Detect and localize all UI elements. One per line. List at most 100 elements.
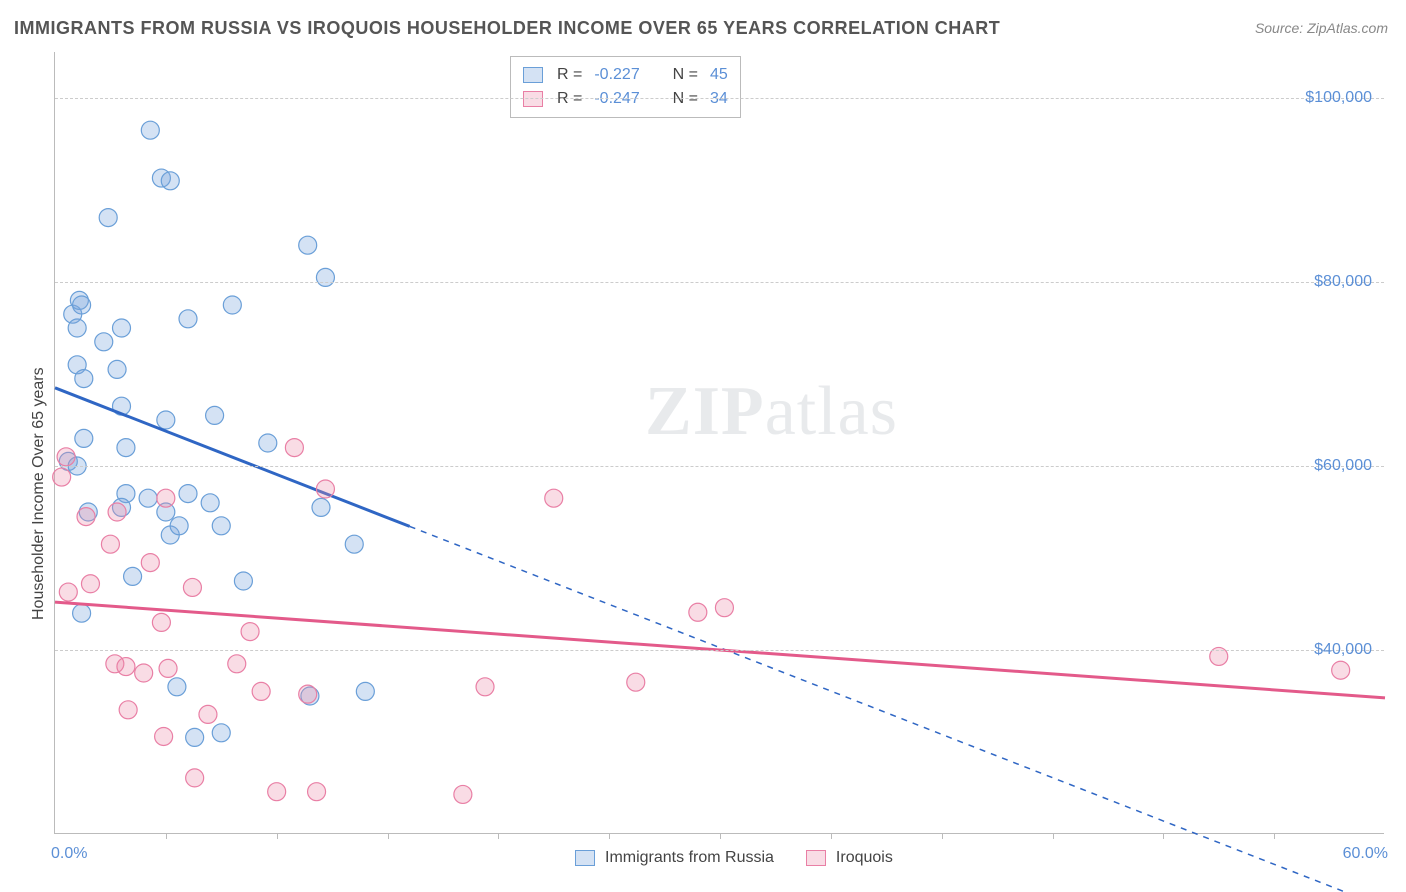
legend-series: Immigrants from RussiaIroquois — [575, 849, 915, 867]
legend-swatch — [806, 850, 826, 866]
data-point — [168, 678, 186, 696]
data-point — [124, 567, 142, 585]
data-point — [454, 785, 472, 803]
data-point — [95, 333, 113, 351]
data-point — [179, 485, 197, 503]
data-point — [212, 724, 230, 742]
data-point — [268, 783, 286, 801]
data-point — [715, 599, 733, 617]
data-point — [241, 623, 259, 641]
data-point — [627, 673, 645, 691]
data-point — [316, 480, 334, 498]
data-point — [141, 121, 159, 139]
data-point — [228, 655, 246, 673]
x-tick — [166, 833, 167, 839]
legend-r-label: R = — [553, 63, 584, 87]
x-tick — [1274, 833, 1275, 839]
x-start-label: 0.0% — [51, 845, 87, 863]
data-point — [135, 664, 153, 682]
data-point — [119, 701, 137, 719]
legend-n-value: 45 — [710, 63, 728, 87]
data-point — [101, 535, 119, 553]
data-point — [201, 494, 219, 512]
x-tick — [1163, 833, 1164, 839]
y-tick-label: $80,000 — [1314, 273, 1372, 291]
data-point — [99, 209, 117, 227]
data-point — [139, 489, 157, 507]
y-tick-label: $100,000 — [1305, 89, 1372, 107]
data-point — [476, 678, 494, 696]
gridline — [55, 466, 1384, 467]
x-tick — [1053, 833, 1054, 839]
legend-series-name: Iroquois — [836, 849, 893, 867]
legend-swatch — [523, 91, 543, 107]
data-point — [53, 468, 71, 486]
legend-swatch — [523, 67, 543, 83]
data-point — [117, 658, 135, 676]
data-point — [68, 319, 86, 337]
data-point — [179, 310, 197, 328]
data-point — [75, 429, 93, 447]
legend-r-label: R = — [553, 87, 584, 111]
data-point — [308, 783, 326, 801]
data-point — [316, 268, 334, 286]
data-point — [170, 517, 188, 535]
gridline — [55, 98, 1384, 99]
chart-title: IMMIGRANTS FROM RUSSIA VS IROQUOIS HOUSE… — [14, 18, 1000, 39]
data-point — [252, 682, 270, 700]
x-tick — [831, 833, 832, 839]
data-point — [77, 508, 95, 526]
data-point — [59, 583, 77, 601]
x-tick — [388, 833, 389, 839]
data-point — [183, 578, 201, 596]
data-point — [108, 503, 126, 521]
gridline — [55, 282, 1384, 283]
data-point — [285, 439, 303, 457]
data-point — [81, 575, 99, 593]
data-point — [155, 727, 173, 745]
x-tick — [277, 833, 278, 839]
legend-n-label: N = — [669, 87, 700, 111]
data-point — [161, 172, 179, 190]
data-point — [345, 535, 363, 553]
y-axis-title: Householder Income Over 65 years — [30, 367, 48, 620]
data-point — [234, 572, 252, 590]
scatter-svg — [55, 52, 1385, 834]
x-tick — [609, 833, 610, 839]
legend-swatch — [575, 850, 595, 866]
data-point — [223, 296, 241, 314]
source-attribution: Source: ZipAtlas.com — [1255, 20, 1388, 36]
data-point — [186, 728, 204, 746]
data-point — [199, 705, 217, 723]
data-point — [299, 685, 317, 703]
trend-line-extrapolated — [410, 526, 1385, 892]
legend-correlation-row: R = -0.247 N = 34 — [523, 87, 728, 111]
data-point — [75, 370, 93, 388]
x-tick — [498, 833, 499, 839]
data-point — [108, 360, 126, 378]
gridline — [55, 650, 1384, 651]
data-point — [152, 613, 170, 631]
legend-r-value: -0.227 — [594, 63, 639, 87]
data-point — [689, 603, 707, 621]
x-tick — [942, 833, 943, 839]
legend-r-value: -0.247 — [594, 87, 639, 111]
trend-line — [55, 388, 410, 527]
data-point — [299, 236, 317, 254]
data-point — [312, 498, 330, 516]
legend-correlation-row: R = -0.227 N = 45 — [523, 63, 728, 87]
data-point — [57, 448, 75, 466]
data-point — [186, 769, 204, 787]
data-point — [141, 554, 159, 572]
y-tick-label: $60,000 — [1314, 457, 1372, 475]
plot-area: ZIPatlas R = -0.227 N = 45R = -0.247 N =… — [54, 52, 1384, 834]
data-point — [1332, 661, 1350, 679]
data-point — [545, 489, 563, 507]
data-point — [206, 406, 224, 424]
data-point — [117, 439, 135, 457]
legend-correlation: R = -0.227 N = 45R = -0.247 N = 34 — [510, 56, 741, 118]
legend-n-label: N = — [669, 63, 700, 87]
x-tick — [720, 833, 721, 839]
data-point — [113, 319, 131, 337]
y-tick-label: $40,000 — [1314, 641, 1372, 659]
